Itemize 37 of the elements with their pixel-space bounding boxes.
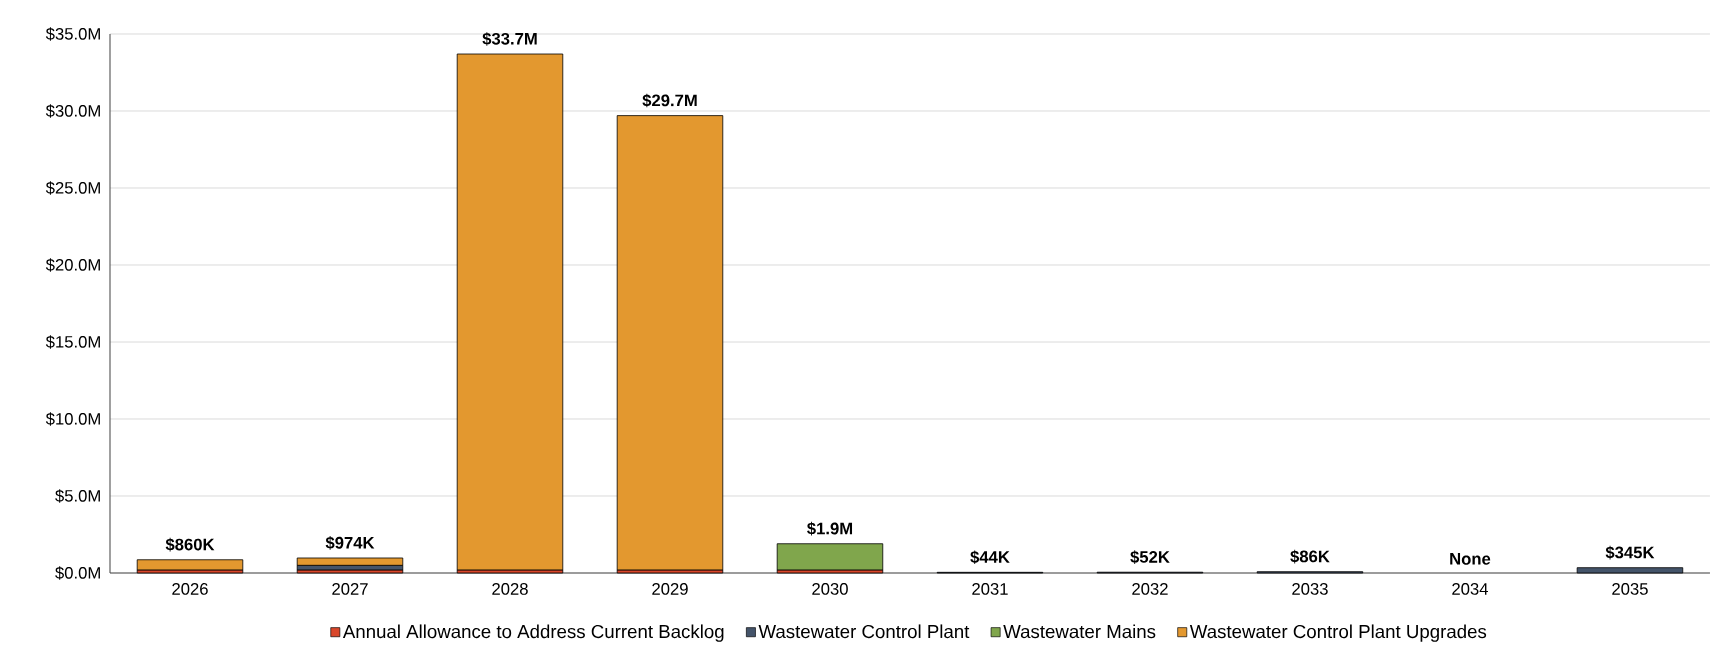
- bar: [136, 559, 244, 571]
- x-tick-label: 2027: [332, 583, 368, 595]
- legend-label: Wastewater Control Plant Upgrades: [1189, 624, 1487, 642]
- total-label: $974K: [325, 536, 375, 550]
- x-tick-label: 2032: [1132, 583, 1168, 595]
- bar: [456, 53, 564, 571]
- total-label: $44K: [970, 550, 1010, 565]
- x-tick-label: 2026: [172, 583, 208, 595]
- y-tick-label: $5.0M: [55, 489, 100, 503]
- x-tick-label: 2031: [972, 583, 1008, 595]
- total-label: $860K: [165, 537, 215, 552]
- y-tick-label: $15.0M: [45, 335, 100, 349]
- total-label: $29.7M: [642, 93, 697, 108]
- total-label: $86K: [1290, 549, 1330, 564]
- total-label: $1.9M: [807, 521, 853, 536]
- x-tick-label: 2029: [652, 583, 688, 595]
- legend-label: Wastewater Mains: [1003, 624, 1156, 639]
- x-tick-label: 2030: [812, 583, 848, 595]
- bar: [616, 115, 724, 571]
- y-tick-label: $35.0M: [45, 27, 100, 41]
- total-label: $33.7M: [482, 32, 537, 46]
- y-tick-label: $0.0M: [55, 566, 100, 580]
- x-tick-label: 2028: [492, 583, 528, 595]
- legend-label: Wastewater Control Plant: [758, 624, 970, 639]
- y-tick-label: $25.0M: [45, 181, 100, 195]
- x-tick-label: 2033: [1292, 583, 1328, 595]
- legend-label: Annual Allowance to Address Current Backlog: [342, 624, 724, 642]
- total-label: $345K: [1605, 545, 1655, 560]
- x-tick-label: 2034: [1452, 583, 1488, 595]
- text: None: [1450, 553, 1491, 565]
- y-tick-label: $10.0M: [45, 412, 100, 426]
- bar: [776, 543, 884, 571]
- total-label: $52K: [1130, 550, 1170, 564]
- y-tick-label: $20.0M: [45, 258, 100, 272]
- x-tick-label: 2035: [1612, 583, 1648, 595]
- y-tick-label: $30.0M: [45, 104, 100, 118]
- bar: [1576, 567, 1684, 574]
